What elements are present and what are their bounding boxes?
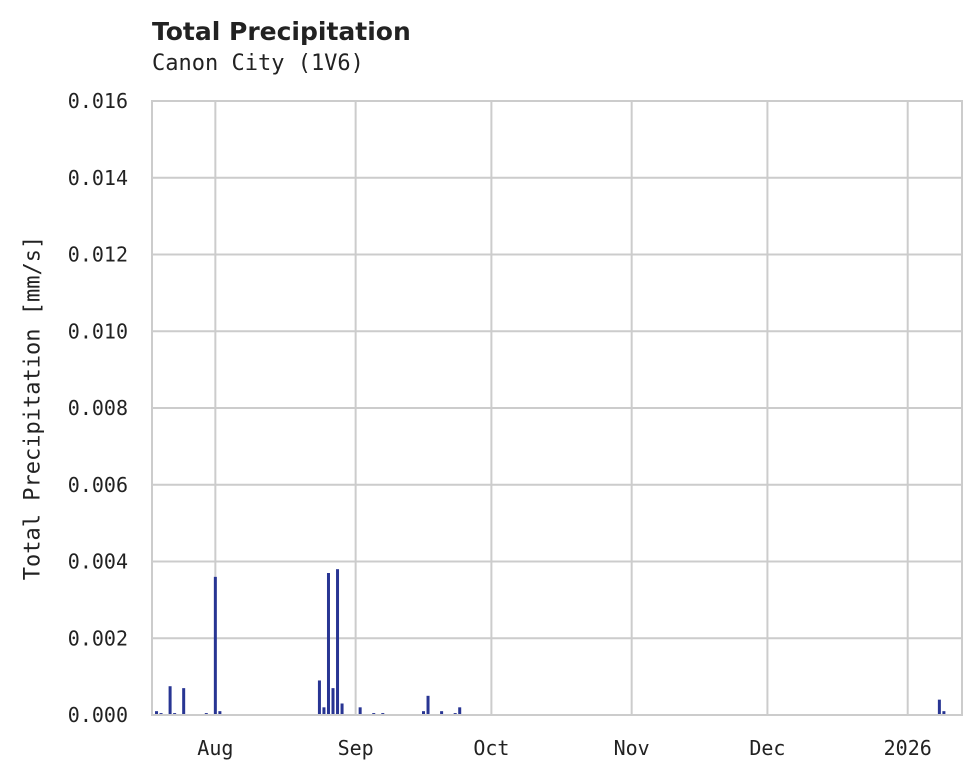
chart-title: Total Precipitation (152, 17, 411, 46)
y-tick-label: 0.006 (68, 473, 128, 497)
chart-subtitle: Canon City (1V6) (152, 51, 364, 76)
x-tick-label: Dec (749, 736, 785, 760)
y-tick-label: 0.010 (68, 319, 128, 343)
y-tick-label: 0.012 (68, 243, 128, 267)
y-tick-label: 0.014 (68, 166, 128, 190)
x-tick-label: Oct (473, 736, 509, 760)
y-tick-label: 0.008 (68, 396, 128, 420)
y-tick-label: 0.002 (68, 626, 128, 650)
y-tick-label: 0.016 (68, 89, 128, 113)
plot-frame (151, 100, 963, 716)
x-tick-label: Nov (614, 736, 650, 760)
precipitation-bars (155, 569, 946, 715)
gridlines (152, 100, 962, 716)
y-axis-ticks: 0.000 0.002 0.004 0.006 0.008 0.010 0.012 0.014… (68, 89, 128, 727)
y-tick-label: 0.004 (68, 550, 128, 574)
x-axis-ticks: Aug Sep Oct Nov Dec 2026 (197, 736, 931, 760)
x-tick-label: Sep (338, 736, 374, 760)
x-tick-label: Aug (197, 736, 233, 760)
y-tick-label: 0.000 (68, 703, 128, 727)
x-tick-label: 2026 (884, 736, 932, 760)
